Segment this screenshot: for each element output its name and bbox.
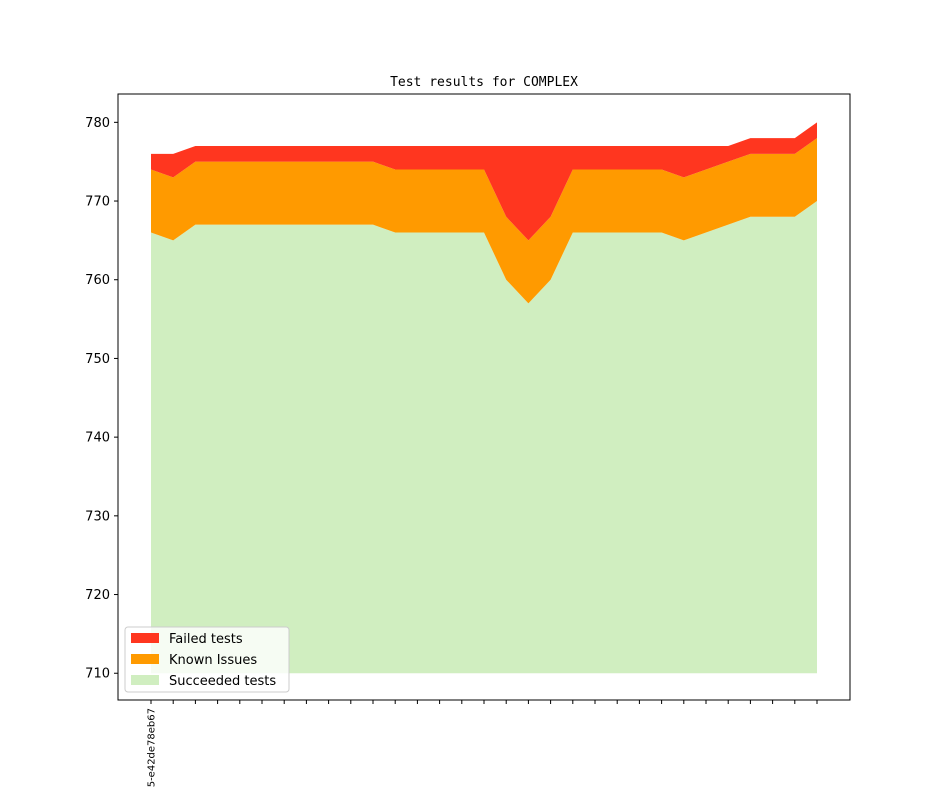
- area: [151, 138, 817, 304]
- y-tick-label: 710: [85, 667, 110, 682]
- y-tick-label: 770: [85, 195, 110, 210]
- legend: Failed tests Known Issues Succeeded tests: [124, 626, 290, 693]
- legend-swatch: [131, 654, 159, 664]
- legend-box: [124, 626, 290, 693]
- legend-swatch: [131, 675, 159, 685]
- chart-title: Test results for COMPLEX: [390, 75, 578, 90]
- y-tick-label: 750: [85, 352, 110, 367]
- legend-swatch: [131, 633, 159, 643]
- area: [151, 201, 817, 674]
- y-tick-label: 760: [85, 273, 110, 288]
- legend-label: Known Issues: [169, 653, 257, 668]
- plot-area: [151, 122, 817, 674]
- legend-label: Succeeded tests: [169, 674, 276, 689]
- y-tick-label: 730: [85, 509, 110, 524]
- x-tick-label: 5-e42de78eb67: [147, 708, 158, 787]
- y-tick-label: 780: [85, 116, 110, 131]
- y-tick-label: 740: [85, 431, 110, 446]
- area: [151, 122, 817, 241]
- y-tick-label: 720: [85, 588, 110, 603]
- legend-label: Failed tests: [169, 632, 243, 647]
